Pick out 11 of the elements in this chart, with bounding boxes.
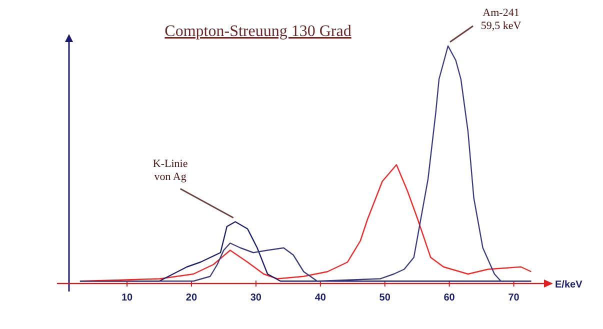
x-axis-title: E/keV (555, 280, 583, 290)
x-tick-label: 20 (186, 292, 198, 304)
x-tick-label: 30 (250, 292, 262, 304)
x-tick-label: 70 (508, 292, 520, 304)
x-tick-label: 40 (314, 292, 326, 304)
chart-title: Compton-Streuung 130 Grad (164, 23, 352, 40)
x-tick-label: 50 (379, 292, 391, 304)
x-tick-label: 60 (444, 292, 456, 304)
annotation: K-Linie von Ag (152, 158, 188, 183)
x-tick-label: 10 (121, 292, 134, 304)
annotation: Am-241 59,5 keV (480, 7, 522, 32)
